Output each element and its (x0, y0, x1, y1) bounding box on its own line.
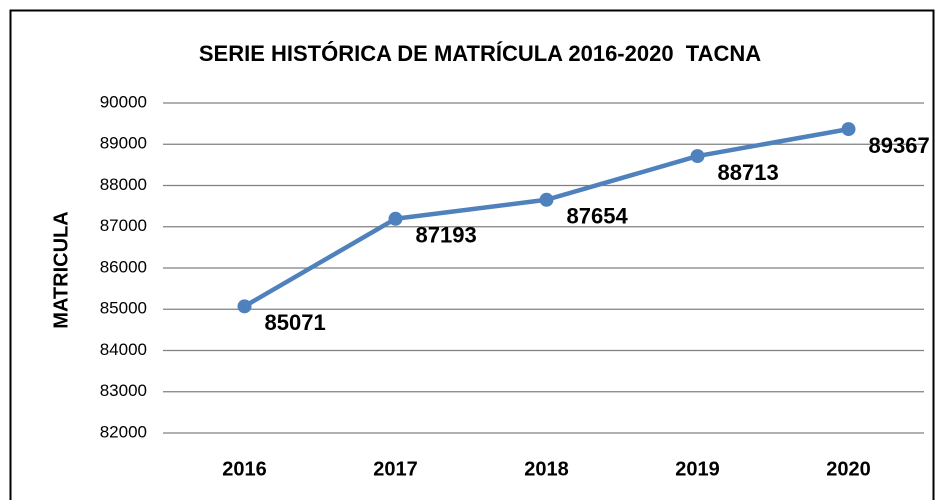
x-tick-label: 2017 (373, 458, 418, 480)
data-label: 87654 (567, 204, 629, 229)
x-tick-label: 2016 (222, 458, 267, 480)
y-tick-label: 85000 (100, 299, 147, 318)
x-tick-label: 2020 (826, 458, 871, 480)
y-tick-label: 83000 (100, 381, 147, 400)
x-tick-label: 2018 (524, 458, 569, 480)
data-point (388, 211, 403, 226)
data-label: 85071 (265, 310, 326, 335)
y-tick-label: 89000 (100, 134, 147, 153)
y-tick-label: 84000 (100, 340, 147, 359)
x-tick-label: 2019 (675, 458, 720, 480)
y-tick-label: 87000 (100, 216, 147, 235)
data-label: 89367 (869, 133, 930, 158)
data-point (690, 149, 705, 164)
data-point (237, 299, 252, 314)
y-tick-label: 82000 (100, 422, 147, 441)
chart-border (9, 9, 935, 500)
data-label: 87193 (416, 223, 477, 248)
y-axis-label: MATRICULA (50, 211, 72, 328)
data-point (841, 122, 856, 137)
data-label: 88713 (718, 160, 779, 185)
chart-title: SERIE HISTÓRICA DE MATRÍCULA 2016-2020 T… (199, 41, 761, 66)
y-tick-label: 86000 (100, 257, 147, 276)
y-tick-label: 90000 (100, 92, 147, 111)
data-point (539, 192, 554, 207)
y-tick-label: 88000 (100, 175, 147, 194)
series-line (243, 126, 849, 309)
